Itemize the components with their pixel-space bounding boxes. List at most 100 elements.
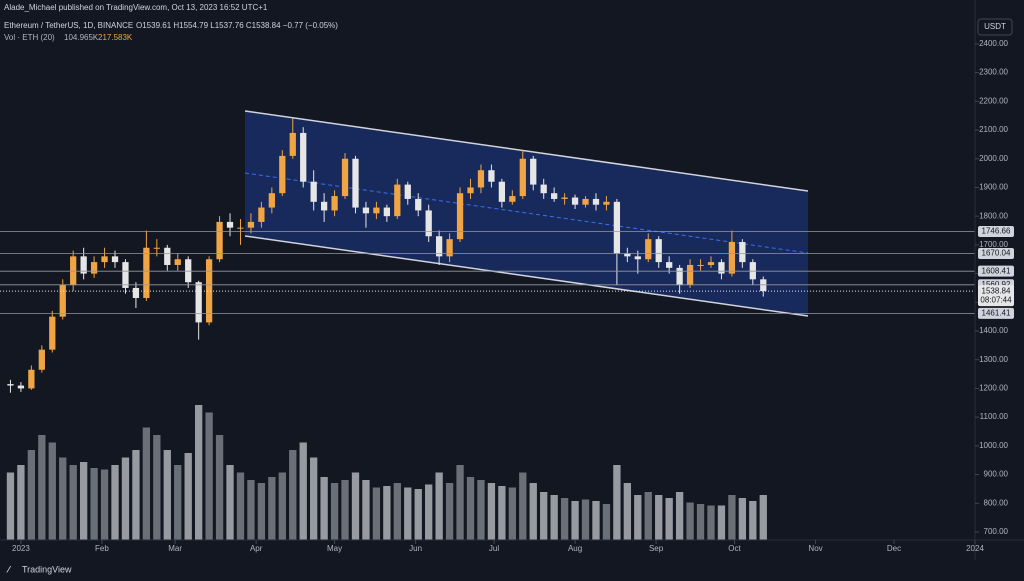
candle-body bbox=[603, 201, 610, 205]
candle-body bbox=[718, 262, 725, 274]
level-label: 1746.66 bbox=[982, 227, 1011, 236]
volume-bar bbox=[132, 450, 140, 540]
volume-bar bbox=[529, 483, 537, 540]
y-tick-label: 2000.00 bbox=[979, 154, 1008, 163]
candle-body bbox=[519, 158, 526, 197]
y-tick-label: 1100.00 bbox=[980, 412, 1009, 421]
volume-bar bbox=[289, 450, 297, 540]
volume-bar bbox=[79, 462, 88, 540]
publisher: Alade_Michael published on TradingView.c… bbox=[4, 3, 268, 12]
candle-body bbox=[760, 279, 767, 292]
candle-body bbox=[676, 267, 683, 286]
volume-bar bbox=[48, 442, 56, 540]
level-tag bbox=[978, 247, 1014, 259]
volume-bar bbox=[435, 472, 443, 540]
candle-body bbox=[551, 193, 558, 199]
volume-bar bbox=[550, 495, 558, 540]
volume-bar bbox=[393, 483, 401, 540]
x-tick-label: Mar bbox=[168, 544, 182, 553]
volume-value: 104.965K bbox=[64, 33, 99, 42]
candle-body bbox=[456, 193, 464, 240]
candle-body bbox=[70, 256, 77, 286]
currency[interactable]: USDT bbox=[984, 22, 1006, 31]
plot bbox=[0, 118, 975, 540]
volume-bar bbox=[111, 465, 119, 540]
candle-body bbox=[477, 170, 485, 188]
volume-bar bbox=[749, 501, 757, 540]
candle-body bbox=[634, 256, 641, 260]
volume-bar bbox=[310, 457, 318, 540]
candle-body bbox=[728, 242, 736, 274]
brand-logo: ⁄ bbox=[6, 564, 12, 574]
candle-body bbox=[258, 207, 265, 222]
x-tick-label: Jul bbox=[489, 544, 499, 553]
volume-bar bbox=[425, 484, 433, 540]
volume-bar bbox=[121, 457, 130, 540]
volume-bar bbox=[247, 480, 255, 540]
candle-body bbox=[582, 198, 589, 205]
last-price-label: 1538.84 bbox=[982, 286, 1011, 295]
y-tick-label: 700.00 bbox=[984, 527, 1009, 536]
candle-body bbox=[17, 385, 25, 389]
candle-body bbox=[226, 221, 234, 228]
countdown: 08:07:44 bbox=[980, 295, 1012, 304]
candle-body bbox=[164, 247, 171, 265]
candle-body bbox=[132, 287, 140, 298]
last-price-tag bbox=[978, 285, 1014, 307]
candle-body bbox=[80, 256, 87, 274]
volume-bar bbox=[738, 498, 747, 540]
candle-body bbox=[739, 242, 746, 263]
volume-bar bbox=[362, 480, 370, 540]
volume-bar bbox=[498, 486, 506, 540]
volume-bar bbox=[519, 472, 527, 540]
candle-body bbox=[666, 262, 673, 268]
volume-bar bbox=[236, 472, 245, 540]
currency-button[interactable] bbox=[977, 18, 1013, 36]
candle-body bbox=[707, 262, 715, 265]
volume-bar bbox=[215, 435, 224, 540]
candle-body bbox=[195, 282, 202, 323]
x-tick-label: Sep bbox=[649, 544, 664, 553]
x-tick-label: Feb bbox=[95, 544, 109, 553]
volume-bar bbox=[174, 465, 182, 540]
volume-bar bbox=[320, 477, 328, 540]
volume-bar bbox=[257, 483, 266, 540]
volume-bar bbox=[330, 483, 339, 540]
volume-bar bbox=[613, 465, 621, 540]
candle-body bbox=[101, 256, 108, 263]
candle-body bbox=[352, 158, 359, 208]
volume-bar bbox=[38, 435, 46, 540]
level-label: 1670.04 bbox=[982, 249, 1011, 258]
candle-body bbox=[373, 207, 380, 214]
volume-bar bbox=[100, 469, 109, 540]
candle-body bbox=[237, 227, 244, 229]
candle-body bbox=[320, 201, 328, 211]
candle-body bbox=[571, 197, 579, 205]
y-tick-label: 1700.00 bbox=[979, 240, 1008, 249]
level-tag bbox=[978, 307, 1014, 319]
volume-bar bbox=[69, 465, 77, 540]
volume-bar bbox=[404, 487, 412, 540]
candle-body bbox=[645, 239, 652, 260]
ohlc: O1539.61 H1554.79 L1537.76 C1538.84 −0.7… bbox=[136, 21, 338, 30]
candle-body bbox=[425, 210, 432, 237]
volume-bar bbox=[644, 492, 652, 540]
level-tag bbox=[978, 265, 1014, 277]
volume-bar bbox=[675, 492, 684, 540]
candle-body bbox=[289, 132, 296, 156]
candle-body bbox=[174, 259, 181, 265]
candle-body bbox=[331, 196, 338, 211]
y-tick-label: 1000.00 bbox=[979, 441, 1008, 450]
brand: TradingView bbox=[22, 564, 72, 574]
volume-bar bbox=[351, 472, 360, 540]
level-label: 1608.41 bbox=[982, 266, 1011, 275]
level-label: 1560.92 bbox=[982, 280, 1011, 289]
y-tick-label: 2400.00 bbox=[979, 39, 1008, 48]
candle-body bbox=[362, 207, 370, 214]
volume-bar bbox=[759, 495, 767, 540]
volume-bar bbox=[634, 495, 642, 540]
candle-body bbox=[540, 184, 547, 194]
candle-body bbox=[279, 155, 286, 194]
volume-bar bbox=[686, 502, 694, 540]
volume-bar bbox=[696, 504, 705, 540]
